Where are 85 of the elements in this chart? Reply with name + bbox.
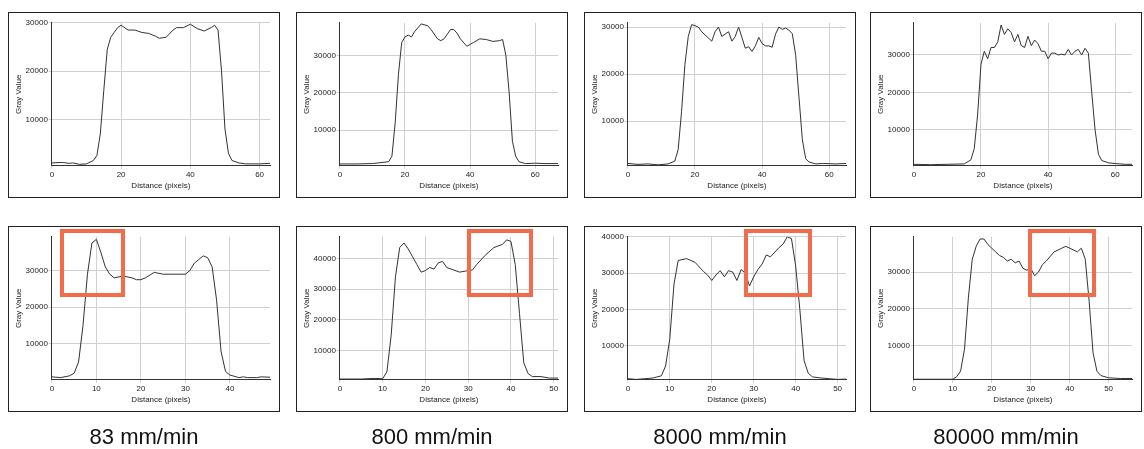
y-tick-label: 20000 (313, 88, 337, 98)
x-tick-label: 40 (506, 383, 516, 393)
x-tick-label: 10 (948, 383, 958, 393)
x-tick-label: 20 (420, 383, 431, 393)
x-axis-title: Distance (pixels) (419, 181, 479, 191)
y-tick-label: 10000 (313, 125, 337, 135)
x-tick-label: 0 (625, 169, 631, 179)
x-tick-label: 60 (1110, 169, 1121, 179)
x-tick-label: 0 (911, 383, 917, 393)
x-tick-label: 60 (824, 169, 835, 179)
y-tick-label: 30000 (601, 22, 625, 32)
y-tick-label: 30000 (313, 284, 337, 294)
x-tick-label: 30 (1026, 383, 1036, 393)
x-tick-label: 20 (116, 169, 127, 179)
y-tick-label: 10000 (25, 339, 49, 349)
y-tick-label: 10000 (887, 125, 911, 135)
x-axis-title: Distance (pixels) (131, 395, 191, 405)
x-axis-title: Distance (pixels) (993, 181, 1053, 191)
text: 80000 mm/min (932, 424, 1080, 449)
y-tick-label: 10000 (601, 341, 625, 351)
x-tick-label: 10 (665, 383, 675, 393)
y-tick-label: 10000 (25, 114, 49, 124)
y-tick-label: 10000 (313, 345, 337, 355)
text: 8000 mm/min (652, 424, 788, 449)
x-tick-label: 0 (49, 383, 55, 393)
x-tick-label: 50 (1104, 383, 1114, 393)
y-tick-label: 20000 (313, 314, 337, 324)
y-tick-label: 20000 (887, 87, 911, 97)
x-axis-title: Distance (pixels) (707, 181, 767, 191)
x-tick-label: 40 (757, 169, 768, 179)
y-axis-title: Gray Value (14, 74, 23, 115)
y-tick-label: 30000 (887, 50, 911, 60)
y-tick-label: 20000 (601, 304, 625, 314)
x-tick-label: 20 (136, 383, 146, 393)
y-tick-label: 30000 (313, 50, 337, 60)
y-tick-label: 30000 (25, 265, 49, 275)
text: 83 mm/min (88, 424, 200, 449)
y-axis-title: Gray Value (590, 288, 599, 329)
x-tick-label: 40 (185, 169, 196, 179)
x-tick-label: 10 (91, 383, 102, 393)
x-tick-label: 30 (749, 383, 759, 393)
y-axis-title: Gray Value (876, 74, 885, 115)
x-tick-label: 20 (690, 169, 700, 179)
x-tick-label: 20 (987, 383, 997, 393)
y-axis-title: Gray Value (590, 74, 599, 115)
x-axis-title: Distance (pixels) (419, 395, 479, 405)
y-tick-label: 20000 (601, 69, 625, 79)
x-tick-label: 0 (337, 383, 343, 393)
x-tick-label: 0 (337, 169, 343, 179)
y-tick-label: 10000 (601, 116, 625, 126)
x-tick-label: 40 (1043, 169, 1054, 179)
x-tick-label: 20 (400, 169, 410, 179)
x-tick-label: 20 (707, 383, 717, 393)
y-tick-label: 40000 (313, 253, 337, 263)
x-tick-label: 40 (1065, 383, 1075, 393)
y-tick-label: 40000 (601, 232, 625, 241)
x-tick-label: 0 (49, 169, 55, 179)
x-tick-label: 0 (625, 383, 631, 393)
y-tick-label: 20000 (25, 66, 49, 76)
y-tick-label: 10000 (887, 340, 911, 350)
y-axis-title: Gray Value (302, 74, 311, 115)
y-tick-label: 30000 (25, 18, 49, 27)
y-tick-label: 30000 (601, 268, 625, 278)
x-tick-label: 60 (255, 169, 265, 179)
x-axis-title: Distance (pixels) (993, 395, 1053, 405)
x-tick-label: 50 (833, 383, 843, 393)
x-tick-label: 10 (378, 383, 388, 393)
y-tick-label: 20000 (25, 302, 49, 312)
x-tick-label: 30 (463, 383, 474, 393)
x-tick-label: 40 (465, 169, 476, 179)
y-axis-title: Gray Value (876, 288, 885, 329)
x-tick-label: 20 (976, 169, 986, 179)
y-axis-title: Gray Value (302, 288, 311, 329)
x-tick-label: 40 (791, 383, 801, 393)
x-tick-label: 0 (911, 169, 917, 179)
x-tick-label: 30 (180, 383, 191, 393)
y-axis-title: Gray Value (14, 288, 23, 329)
x-axis-title: Distance (pixels) (131, 181, 191, 191)
x-tick-label: 50 (549, 383, 559, 393)
x-axis-title: Distance (pixels) (707, 395, 767, 405)
x-tick-label: 60 (530, 169, 541, 179)
y-tick-label: 20000 (887, 303, 911, 313)
x-tick-label: 40 (225, 383, 235, 393)
y-tick-label: 30000 (887, 267, 911, 277)
text: 800 mm/min (370, 424, 494, 449)
